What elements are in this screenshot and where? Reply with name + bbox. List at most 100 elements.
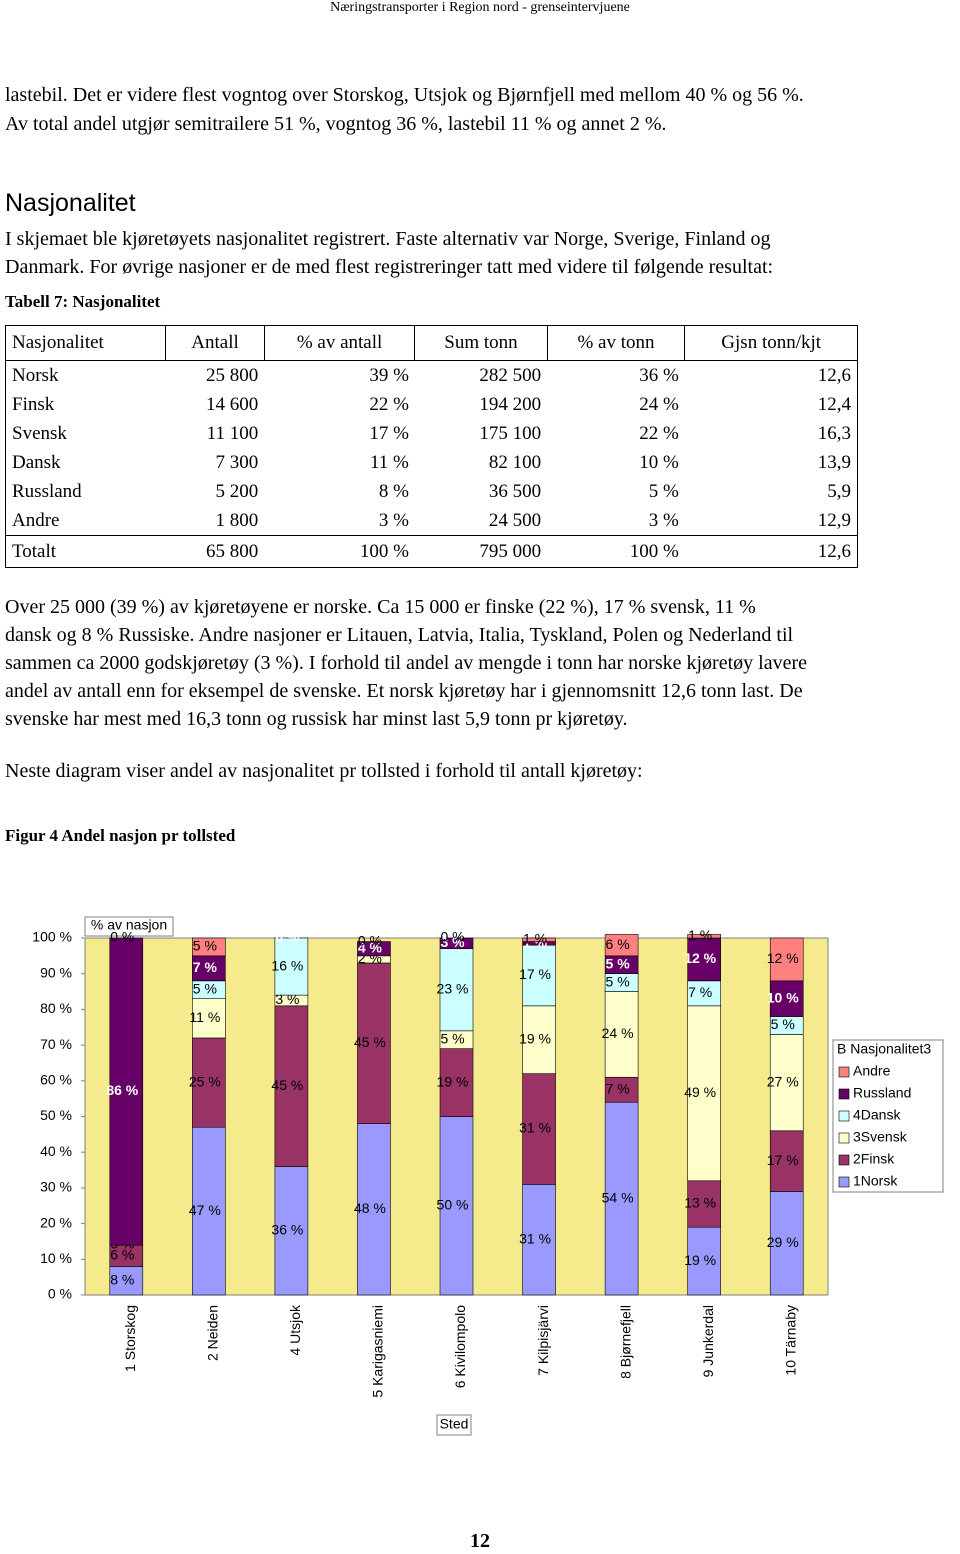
text-line: Over 25 000 (39 %) av kjøretøyene er nor… [5,596,756,618]
table-cell: 3 % [648,509,679,531]
bar-segment [687,937,721,982]
bar-segment [274,1005,309,1167]
bar-segment [192,998,226,1039]
table-cell: 39 % [369,364,409,386]
table-cell: Finsk [12,393,55,415]
y-title-box [84,916,174,937]
data-label: 1 % [523,930,547,946]
data-label: 0 % [358,932,382,948]
data-label: 54 % [602,1189,634,1205]
table-cell: 8 % [378,480,409,502]
data-label: 48 % [354,1200,386,1216]
table-row: Svensk 11 100 17 % 175 100 22 % 16,3 [6,419,858,448]
bar-segment [274,1166,309,1296]
bar-segment [109,1266,144,1296]
data-label: 12 % [684,950,716,966]
data-label: 11 % [189,1009,220,1025]
data-label: 8 % [110,1271,134,1287]
table-cell: 282 500 [479,364,542,386]
table-cell: 3 % [378,509,409,531]
bar-segment [687,934,721,939]
table-cell: 11 100 [206,422,259,444]
table-cell: Totalt [5,535,166,568]
text-line: Danmark. For øvrige nasjoner er de med f… [5,256,774,278]
bar-segment [439,948,474,1032]
chart: % av nasjon Sted B Nasjonalitet3 0 % 10 %… [32,916,944,1436]
bar-segment [192,1126,226,1296]
legend-swatch [838,1066,850,1078]
bar-segment [522,1184,556,1296]
bar-segment [769,980,804,1017]
data-label: 29 % [767,1234,799,1250]
bar-segment [522,1073,556,1185]
table-row: Dansk 7 300 11 % 82 100 10 % 13,9 [6,448,858,477]
data-label: 7 % [688,984,712,1000]
data-label: 36 % [271,1221,303,1237]
x-tick-label: 7 Kilpisjärvi [535,1305,551,1376]
bar-segment [769,1130,804,1192]
data-label: 0 % [110,929,134,945]
legend-box [832,1039,944,1193]
legend-label: Andre [853,1063,891,1079]
legend-swatch [838,1154,850,1166]
table-cell: 194 200 [479,393,542,415]
bar-segment [687,1226,721,1296]
y-tick-label: 90 % [40,964,72,980]
bar-segment [604,991,639,1078]
table-cell: 24 % [639,393,679,415]
y-tick-label: 40 % [40,1143,72,1159]
data-label: 47 % [189,1202,221,1218]
table-cell: 12,9 [817,509,851,531]
bar-segment [522,1005,556,1074]
table-cell: 5 200 [215,480,259,502]
y-tick-label: 50 % [40,1107,72,1123]
data-label: 25 % [189,1073,221,1089]
bar-segment [439,1116,474,1296]
data-label: 17 % [519,966,551,982]
table-cell: 10 % [639,451,679,473]
bar-segment [357,941,391,957]
table-cell: 100 % [547,535,685,568]
y-tick-label: 100 % [32,929,72,945]
data-label: 17 % [767,1152,799,1168]
table-cell: 14 600 [205,393,259,415]
x-title-box [436,1414,472,1436]
x-tick-label: 9 Junkerdal [700,1305,716,1377]
legend-label: 4Dansk [853,1107,901,1123]
y-tick-label: 10 % [40,1250,72,1266]
data-label: 1 % [688,927,712,943]
data-label: 7 % [193,959,218,975]
data-label: 5 % [606,973,630,989]
data-label: 19 % [437,1073,469,1089]
legend-label: Russland [853,1085,911,1101]
y-tick-label: 70 % [40,1036,72,1052]
y-tick-label: 0 % [48,1286,72,1302]
data-label: 19 % [684,1252,716,1268]
table-row: Totalt 65 800 100 % 795 000 100 % 12,6 [5,535,858,568]
legend-label: 2Finsk [853,1151,895,1167]
data-label: 3 % [440,934,465,950]
data-label: 45 % [354,1034,386,1050]
text-line: lastebil. Det er videre flest vogntog ov… [5,84,804,106]
legend-swatch [838,1132,850,1144]
table-row: Russland 5 200 8 % 36 500 5 % 5,9 [6,477,858,506]
table-cell: 12,6 [817,364,851,386]
column-header: % av antall [263,325,415,361]
bar-segment [357,1123,391,1296]
y-tick-label: 80 % [40,1000,72,1016]
figure-caption: Figur 4 Andel nasjon pr tollsted [5,826,236,845]
data-label: 24 % [602,1025,634,1041]
table-cell: 17 % [369,422,409,444]
data-label: 31 % [519,1230,551,1246]
table-cell: 12,4 [817,393,851,415]
text-line: dansk og 8 % Russiske. Andre nasjoner er… [5,624,794,646]
table-cell: Russland [12,480,82,502]
text-line: I skjemaet ble kjøretøyets nasjonalitet … [5,228,771,250]
data-label: 27 % [767,1073,799,1089]
table-cell: 82 100 [488,451,542,473]
bar-segment [604,1101,639,1296]
bar-segment [192,937,226,957]
y-tick-label: 60 % [40,1072,72,1088]
section-title: Nasjonalitet [5,189,136,217]
